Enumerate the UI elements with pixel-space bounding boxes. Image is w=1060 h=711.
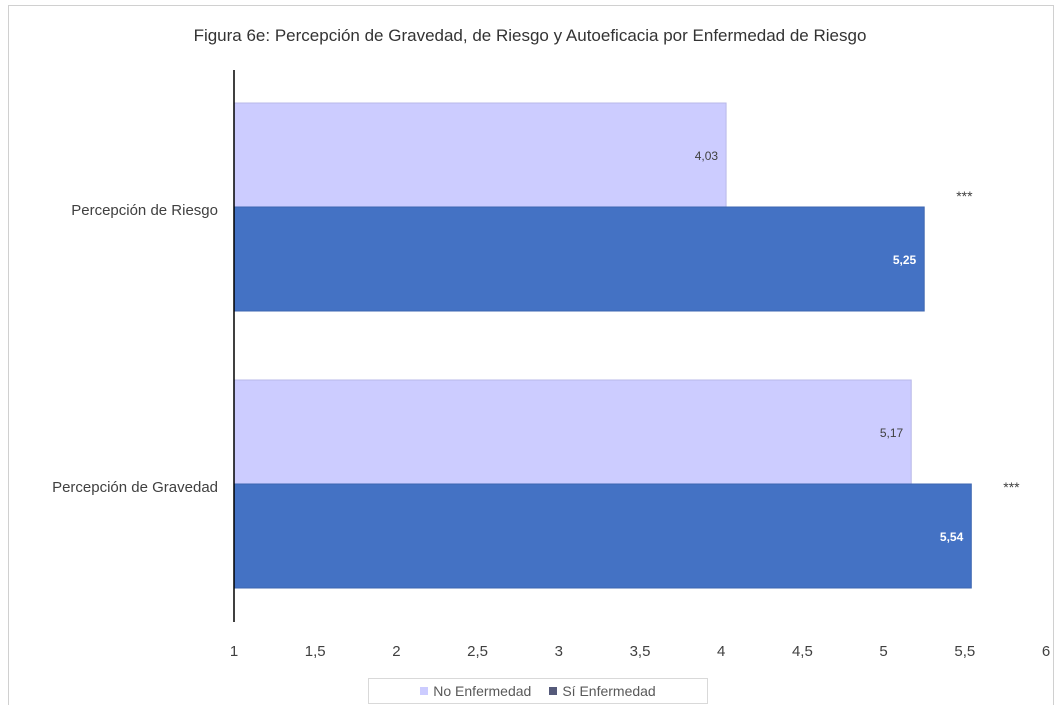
data-label-percepci-n-de-gravedad-si-enfermedad: 5,54 [940, 530, 964, 544]
chart-legend: No Enfermedad Sí Enfermedad [368, 678, 708, 704]
x-tick-label: 5 [879, 643, 887, 660]
bar-percepci-n-de-gravedad-si-enfermedad [233, 483, 972, 589]
x-tick-label: 1,5 [305, 643, 326, 660]
bar-percepci-n-de-riesgo-si-enfermedad [233, 206, 925, 312]
significance-marker-percepci-n-de-gravedad: *** [1003, 479, 1020, 495]
category-label-percepci-n-de-riesgo: Percepción de Riesgo [71, 202, 218, 219]
x-tick-label: 3,5 [630, 643, 651, 660]
legend-swatch-no-enfermedad [420, 687, 429, 695]
category-label-percepci-n-de-gravedad: Percepción de Gravedad [52, 479, 218, 496]
chart-title: Figura 6e: Percepción de Gravedad, de Ri… [193, 26, 867, 45]
legend-label-no-enfermedad: No Enfermedad [433, 683, 532, 699]
x-tick-label: 2,5 [467, 643, 488, 660]
chart-frame [8, 5, 1054, 705]
x-tick-label: 2 [392, 643, 400, 660]
data-label-percepci-n-de-riesgo-si-enfermedad: 5,25 [893, 253, 917, 267]
x-tick-label: 4 [717, 643, 725, 660]
significance-marker-percepci-n-de-riesgo: *** [956, 188, 973, 204]
bar-percepci-n-de-gravedad-no-enfermedad [233, 379, 912, 485]
x-tick-label: 1 [230, 643, 238, 660]
bar-percepci-n-de-riesgo-no-enfermedad [233, 102, 727, 208]
legend-swatch-si-enfermedad [549, 687, 558, 695]
x-tick-label: 5,5 [954, 643, 975, 660]
x-tick-label: 3 [555, 643, 563, 660]
x-tick-label: 6 [1042, 643, 1050, 660]
data-label-percepci-n-de-riesgo-no-enfermedad: 4,03 [695, 149, 719, 163]
legend-item-si-enfermedad: Sí Enfermedad [549, 683, 656, 699]
legend-item-no-enfermedad: No Enfermedad [420, 683, 531, 699]
x-tick-label: 4,5 [792, 643, 813, 660]
data-label-percepci-n-de-gravedad-no-enfermedad: 5,17 [880, 426, 904, 440]
legend-label-si-enfermedad: Sí Enfermedad [562, 683, 656, 699]
